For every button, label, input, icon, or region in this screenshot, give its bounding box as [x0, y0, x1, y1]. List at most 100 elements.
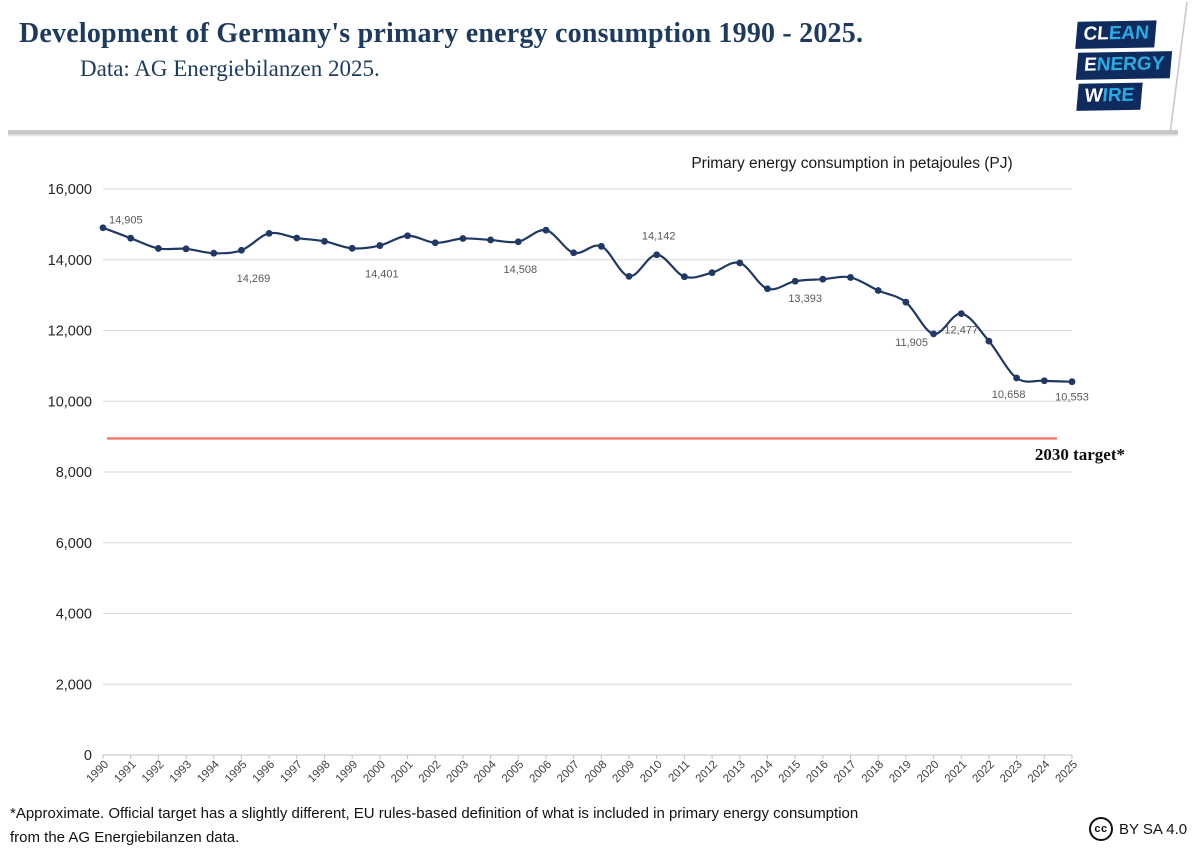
- data-point-1996: [265, 229, 273, 237]
- data-point-1993: [182, 245, 190, 253]
- x-axis-label-2013: 2013: [721, 759, 748, 786]
- data-point-2023: [1013, 374, 1021, 382]
- x-axis-label-2020: 2020: [915, 759, 942, 786]
- license-badge: cc BY SA 4.0: [1089, 817, 1187, 841]
- x-axis-label-1995: 1995: [223, 759, 250, 786]
- data-point-2014: [764, 285, 771, 293]
- data-point-2005: [514, 238, 522, 246]
- y-axis-label-16,000: 16,000: [48, 182, 92, 198]
- data-point-1998: [321, 237, 328, 245]
- x-axis-label-2021: 2021: [943, 759, 970, 786]
- x-axis-label-1996: 1996: [251, 759, 278, 786]
- data-point-2013: [736, 259, 744, 267]
- data-point-2025: [1068, 378, 1076, 386]
- y-axis-label-10,000: 10,000: [48, 394, 92, 410]
- y-axis-label-2,000: 2,000: [56, 677, 92, 693]
- y-axis-label-0: 0: [84, 748, 92, 764]
- footnote-line2: from the AG Energiebilanzen data.: [10, 829, 240, 846]
- x-axis-label-2009: 2009: [611, 759, 638, 786]
- data-point-2018: [874, 287, 882, 294]
- data-point-2016: [819, 275, 827, 283]
- x-axis-label-2011: 2011: [667, 759, 693, 785]
- data-point-2007: [570, 249, 578, 257]
- data-point-1992: [154, 245, 162, 252]
- x-axis-label-2018: 2018: [860, 759, 887, 786]
- target-line-label: 2030 target*: [1034, 445, 1125, 464]
- x-axis-label-2016: 2016: [804, 759, 831, 786]
- data-point-1997: [293, 234, 301, 242]
- cc-icon: cc: [1089, 817, 1113, 841]
- x-axis-label-1991: 1991: [112, 759, 139, 786]
- data-label-2020: 11,905: [895, 337, 928, 349]
- data-point-2006: [542, 226, 550, 234]
- consumption-line: [102, 226, 1073, 383]
- x-axis-label-2003: 2003: [444, 759, 471, 786]
- data-point-2021: [957, 310, 965, 318]
- data-point-1999: [348, 244, 356, 252]
- x-axis-label-2000: 2000: [361, 759, 388, 786]
- data-point-2008: [597, 242, 605, 250]
- y-axis-label-12,000: 12,000: [48, 324, 92, 340]
- data-point-2024: [1040, 377, 1048, 385]
- data-point-2003: [459, 235, 467, 242]
- x-axis-label-2024: 2024: [1026, 758, 1053, 785]
- data-point-2012: [708, 269, 716, 277]
- x-axis-label-2008: 2008: [583, 759, 610, 786]
- data-point-2001: [404, 232, 411, 240]
- data-point-2000: [376, 242, 384, 249]
- data-point-1990: [99, 224, 107, 232]
- data-point-2009: [625, 272, 633, 280]
- data-point-2020: [930, 330, 937, 338]
- page-subtitle: Data: AG Energiebilanzen 2025.: [80, 56, 380, 81]
- x-axis-label-2002: 2002: [417, 759, 444, 786]
- x-axis-label-2007: 2007: [555, 759, 582, 786]
- chart-title: Primary energy consumption in petajoules…: [691, 155, 1012, 172]
- footnote: *Approximate. Official target has a slig…: [10, 802, 1040, 848]
- data-point-2010: [653, 251, 661, 259]
- data-label-2010: 14,142: [642, 231, 676, 243]
- data-point-1991: [127, 234, 135, 242]
- x-axis-label-2012: 2012: [694, 759, 721, 786]
- x-axis-label-2006: 2006: [528, 759, 555, 786]
- x-axis-label-1999: 1999: [334, 759, 361, 786]
- data-label-1990: 14,905: [109, 215, 143, 227]
- data-label-2000: 14,401: [365, 269, 399, 281]
- data-point-1995: [238, 246, 245, 254]
- x-axis-label-1992: 1992: [140, 759, 167, 786]
- data-point-1994: [210, 249, 218, 257]
- data-point-2004: [487, 236, 494, 244]
- data-label-2005: 14,508: [503, 264, 537, 276]
- data-point-2017: [847, 274, 854, 281]
- data-point-2011: [681, 273, 688, 281]
- x-axis-label-1994: 1994: [195, 758, 222, 785]
- x-axis-label-2005: 2005: [500, 759, 527, 786]
- license-text: BY SA 4.0: [1119, 820, 1188, 838]
- data-point-2015: [791, 277, 799, 285]
- x-axis-label-1997: 1997: [278, 759, 305, 786]
- data-label-1995: 14,269: [237, 273, 271, 285]
- x-axis-label-2025: 2025: [1054, 759, 1081, 786]
- data-label-2023: 10,658: [992, 389, 1026, 401]
- data-point-2002: [431, 239, 439, 247]
- x-axis-label-1993: 1993: [168, 759, 195, 786]
- y-axis-label-6,000: 6,000: [56, 536, 92, 552]
- y-axis-label-4,000: 4,000: [56, 607, 92, 623]
- y-axis-label-8,000: 8,000: [56, 465, 92, 481]
- footnote-line1: *Approximate. Official target has a slig…: [10, 805, 859, 822]
- x-axis-label-2014: 2014: [749, 758, 776, 785]
- x-axis-label-1998: 1998: [306, 759, 333, 786]
- x-axis-label-2019: 2019: [887, 759, 914, 786]
- data-label-2015: 13,393: [788, 293, 822, 305]
- x-axis-label-2023: 2023: [998, 759, 1025, 786]
- data-point-2019: [902, 298, 910, 306]
- x-axis-label-2015: 2015: [777, 759, 804, 786]
- x-axis-label-2022: 2022: [970, 759, 997, 786]
- header-banner: Development of Germany's primary energy …: [0, 0, 1200, 135]
- banner-shadow: [8, 130, 1178, 137]
- x-axis-label-2004: 2004: [472, 758, 499, 785]
- x-axis-label-2010: 2010: [638, 759, 665, 786]
- page-title: Development of Germany's primary energy …: [19, 18, 864, 49]
- banner-diagonal-edge: [1169, 1, 1188, 135]
